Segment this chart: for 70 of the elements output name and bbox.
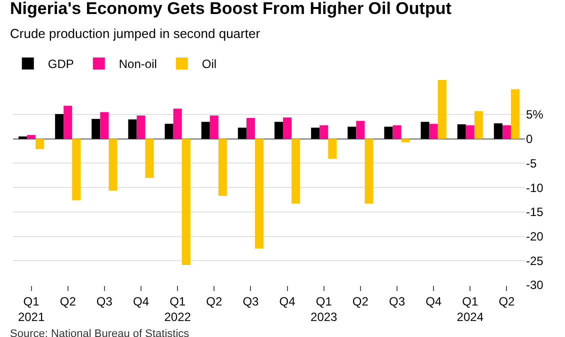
bar	[364, 138, 374, 204]
bar	[274, 122, 284, 139]
bar	[55, 114, 64, 139]
bar	[18, 136, 28, 139]
bar	[145, 138, 154, 178]
bar	[173, 108, 182, 139]
bar	[108, 138, 118, 191]
bar	[164, 124, 174, 139]
chart-subtitle: Crude production jumped in second quarter	[10, 26, 261, 41]
x-tick-label: Q3	[388, 294, 406, 308]
bar	[438, 80, 446, 139]
bar	[92, 118, 100, 139]
bar	[136, 116, 146, 139]
bar	[283, 117, 292, 139]
y-tick-label: -10	[526, 180, 544, 195]
x-tick-label: Q1 2024	[456, 294, 484, 324]
bar	[182, 138, 190, 266]
source-note: Source: National Bureau of Statistics	[10, 328, 190, 337]
bar	[246, 118, 255, 139]
bar	[128, 119, 137, 139]
bar	[502, 125, 511, 139]
bar	[429, 124, 438, 139]
bar	[36, 138, 44, 150]
bar	[311, 128, 320, 139]
bar	[348, 126, 356, 139]
bar	[100, 112, 109, 139]
legend-label: Non-oil	[118, 57, 157, 72]
y-tick-label: -30	[526, 278, 544, 292]
x-tick-label: Q2	[206, 294, 222, 308]
x-tick-label: Q1 2021	[18, 294, 45, 324]
x-tick-label: Q4	[426, 294, 442, 308]
bar	[238, 128, 246, 139]
y-tick-label: -15	[526, 205, 544, 220]
bar	[401, 138, 410, 142]
bar	[356, 120, 365, 139]
legend-label: GDP	[48, 57, 74, 72]
bar	[457, 124, 466, 139]
bar	[384, 126, 393, 139]
bar	[510, 89, 520, 139]
bar	[64, 106, 72, 139]
bar	[466, 125, 474, 139]
x-tick-label: Q1 2023	[310, 294, 338, 324]
bar	[210, 116, 218, 139]
bar	[420, 122, 430, 139]
y-tick-label: 5%	[526, 108, 544, 122]
bar	[27, 134, 36, 139]
bar	[201, 122, 210, 139]
x-tick-label: Q1 2022	[164, 294, 192, 324]
y-tick-label: -25	[526, 254, 544, 268]
y-tick-label: -5	[526, 156, 537, 170]
bar	[218, 138, 227, 196]
x-tick-label: Q3	[242, 294, 260, 308]
bar	[392, 125, 402, 139]
bar	[494, 123, 502, 139]
x-tick-label: Q3	[96, 294, 113, 308]
y-tick-label: 0	[526, 132, 533, 146]
chart-title: Nigeria's Economy Gets Boost From Higher Oil Output	[10, 0, 452, 18]
bar	[474, 111, 483, 139]
y-tick-label: -20	[526, 229, 544, 244]
x-tick-label: Q2	[498, 294, 516, 308]
bar	[72, 138, 81, 200]
bar	[254, 138, 264, 248]
bar	[292, 138, 300, 204]
x-tick-label: Q4	[279, 294, 296, 308]
x-tick-label: Q2	[60, 294, 76, 308]
bar	[320, 125, 328, 139]
legend-label: Oil	[202, 57, 217, 72]
x-tick-label: Q4	[132, 294, 150, 308]
x-tick-label: Q2	[352, 294, 369, 308]
bar	[328, 138, 337, 159]
